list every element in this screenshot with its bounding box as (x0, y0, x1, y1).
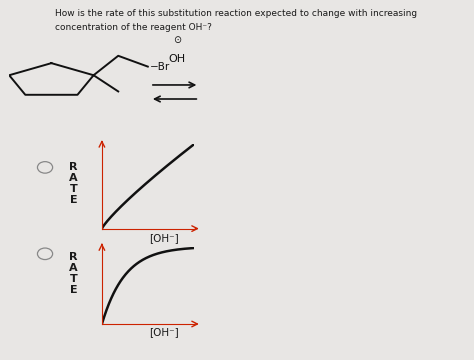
Text: E: E (70, 195, 77, 205)
Text: [OH⁻]: [OH⁻] (149, 233, 178, 243)
Text: E: E (70, 285, 77, 295)
Text: How is the rate of this substitution reaction expected to change with increasing: How is the rate of this substitution rea… (55, 9, 417, 18)
Text: [OH⁻]: [OH⁻] (149, 327, 178, 337)
Text: R: R (69, 252, 78, 262)
Text: OH: OH (169, 54, 186, 64)
Text: A: A (69, 173, 78, 183)
Text: R: R (69, 162, 78, 172)
Text: ⊙: ⊙ (173, 35, 181, 45)
Text: T: T (70, 184, 77, 194)
Text: A: A (69, 263, 78, 273)
Text: −Br: −Br (150, 62, 171, 72)
Text: T: T (70, 274, 77, 284)
Text: concentration of the reagent OH⁻?: concentration of the reagent OH⁻? (55, 23, 211, 32)
